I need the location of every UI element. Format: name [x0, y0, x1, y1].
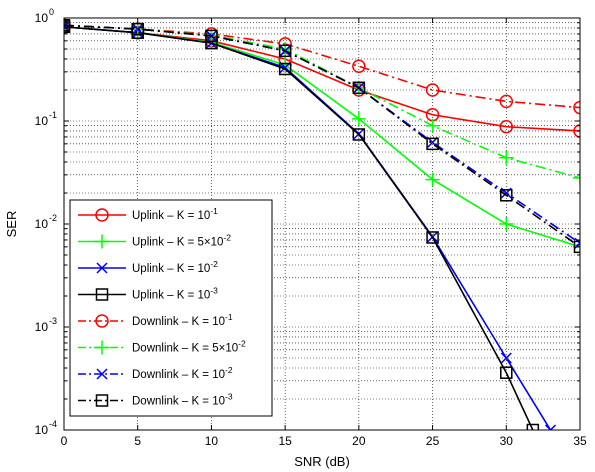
legend-marker — [95, 340, 109, 355]
data-point-marker — [64, 19, 71, 32]
y-tick-exponent: -3 — [49, 316, 57, 326]
data-point-marker — [573, 239, 580, 254]
legend-marker — [95, 288, 109, 301]
legend-item: Uplink – K = 5×10-2 — [78, 233, 231, 249]
y-tick-exponent: -4 — [49, 419, 57, 429]
series-8 — [64, 19, 580, 254]
data-point-marker — [573, 100, 580, 115]
data-point-marker — [205, 29, 218, 43]
data-point-marker — [351, 111, 366, 126]
series-line — [64, 26, 534, 430]
data-point-marker — [573, 240, 580, 254]
y-axis-label: SER — [4, 211, 19, 238]
legend-marker — [96, 368, 108, 380]
data-point-marker — [426, 137, 439, 151]
data-point-marker — [278, 62, 292, 76]
legend-marker — [96, 262, 108, 274]
data-point-marker — [573, 124, 580, 138]
legend-marker — [95, 394, 109, 407]
y-tick-exponent: 0 — [49, 7, 54, 17]
data-point-marker — [574, 237, 580, 249]
series-line — [64, 24, 580, 248]
data-point-marker — [425, 172, 440, 187]
y-tick-label: 10 — [35, 114, 49, 128]
legend-item: Downlink – K = 10-3 — [78, 392, 233, 408]
y-tick-label: 10 — [35, 11, 49, 25]
y-tick-label: 10 — [35, 320, 49, 334]
legend-item: Uplink – K = 10-2 — [78, 259, 218, 275]
data-point-marker — [500, 352, 512, 364]
legend: Uplink – K = 10-1 Uplink – K = 5×10-2 Upli… — [69, 199, 273, 417]
legend-marker — [95, 314, 109, 328]
legend-label: Downlink – K = 10-1 — [132, 312, 233, 328]
legend-label: Downlink – K = 10-2 — [132, 365, 233, 381]
y-tick-exponent: -1 — [49, 110, 57, 120]
data-point-marker — [544, 424, 557, 430]
legend-item: Downlink – K = 5×10-2 — [78, 339, 246, 355]
data-point-marker — [352, 59, 366, 74]
data-point-marker — [64, 19, 70, 31]
x-tick-label: 25 — [426, 434, 440, 448]
data-point-marker — [425, 83, 440, 97]
x-tick-label: 10 — [205, 434, 219, 448]
y-tick-label: 10 — [35, 423, 49, 437]
y-tick-exponent: -2 — [49, 213, 57, 223]
legend-label: Uplink – K = 10-3 — [132, 286, 218, 302]
legend-box — [69, 199, 273, 417]
legend-item: Uplink – K = 10-3 — [78, 286, 218, 302]
data-point-marker — [500, 366, 513, 379]
data-point-marker — [352, 81, 366, 95]
x-tick-label: 30 — [500, 434, 514, 448]
legend-label: Uplink – K = 5×10-2 — [132, 233, 231, 249]
data-point-marker — [425, 118, 440, 133]
x-tick-label: 20 — [352, 434, 366, 448]
legend-marker — [95, 208, 109, 222]
data-point-marker — [278, 44, 292, 58]
data-point-marker — [499, 94, 514, 109]
data-point-marker — [499, 150, 514, 165]
data-point-marker — [278, 42, 293, 57]
data-point-marker — [426, 231, 439, 244]
data-point-marker — [131, 22, 144, 36]
legend-item: Uplink – K = 10-1 — [78, 206, 218, 222]
x-axis-label: SNR (dB) — [294, 454, 350, 469]
data-point-marker — [499, 217, 514, 231]
x-tick-label: 35 — [573, 434, 587, 448]
data-point-marker — [573, 170, 580, 185]
data-point-marker — [500, 189, 513, 202]
data-point-marker — [352, 128, 366, 141]
legend-label: Uplink – K = 10-1 — [132, 206, 218, 222]
x-tick-label: 0 — [61, 434, 68, 448]
legend-label: Downlink – K = 10-3 — [132, 392, 233, 408]
legend-marker — [95, 234, 109, 249]
series-layer — [64, 18, 580, 430]
x-tick-label: 5 — [134, 434, 141, 448]
data-point-marker — [526, 423, 540, 430]
data-point-marker — [132, 23, 144, 35]
legend-item: Downlink – K = 10-1 — [78, 312, 233, 328]
legend-label: Downlink – K = 5×10-2 — [132, 339, 246, 355]
data-point-marker — [499, 119, 514, 134]
x-tick-label: 15 — [278, 434, 292, 448]
legend-item: Downlink – K = 10-2 — [78, 365, 233, 381]
legend-label: Uplink – K = 10-2 — [132, 259, 218, 275]
y-tick-label: 10 — [35, 217, 49, 231]
